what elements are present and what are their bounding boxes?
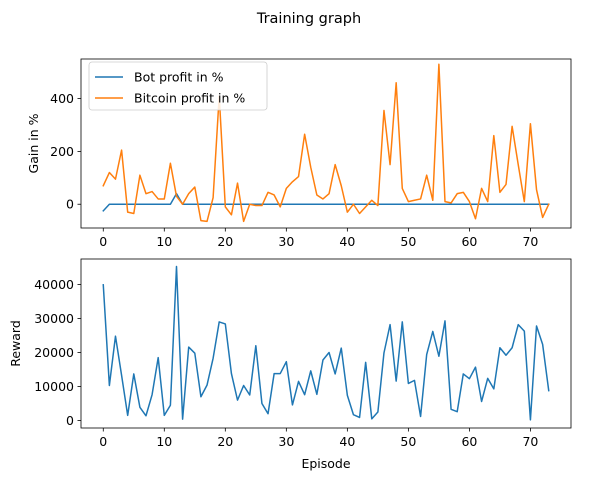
reward-axes-frame <box>80 258 572 429</box>
profit-y-ticks: 0 200 400 <box>50 91 81 212</box>
reward-y-axis-label: Reward <box>8 320 23 367</box>
x-tick-label: 70 <box>522 434 538 449</box>
y-tick-label: 20000 <box>34 345 74 360</box>
legend-label-bitcoin-profit: Bitcoin profit in % <box>134 91 245 106</box>
x-tick-label: 50 <box>400 234 416 249</box>
x-tick-label: 30 <box>278 234 294 249</box>
legend-box <box>88 61 268 111</box>
reward-axes: 0 10000 20000 30000 40000 0 10 20 30 40 50 60 70 Re… <box>8 258 572 471</box>
y-tick-label: 400 <box>50 91 74 106</box>
profit-y-axis-label: Gain in % <box>26 113 41 173</box>
x-tick-label: 60 <box>461 234 477 249</box>
x-tick-label: 10 <box>156 234 172 249</box>
y-tick-label: 200 <box>50 144 74 159</box>
legend: Bot profit in % Bitcoin profit in % <box>88 61 268 111</box>
profit-x-ticks: 0 10 20 30 40 50 60 70 <box>99 228 538 249</box>
y-tick-label: 40000 <box>34 277 74 292</box>
legend-label-bot-profit: Bot profit in % <box>134 70 224 85</box>
x-tick-label: 20 <box>217 234 233 249</box>
x-tick-label: 40 <box>339 434 355 449</box>
x-tick-label: 40 <box>339 234 355 249</box>
profit-axes: 0 200 400 0 10 20 30 40 50 60 70 Gain in % Bot pr… <box>26 58 572 249</box>
series-line-bot-profit-in <box>102 192 550 212</box>
reward-series-lines <box>102 265 550 421</box>
reward-x-ticks: 0 10 20 30 40 50 60 70 <box>99 428 538 449</box>
series-line-reward <box>102 265 550 421</box>
profit-axes-frame <box>80 58 572 229</box>
profit-series-lines <box>102 63 550 223</box>
x-tick-label: 0 <box>99 234 107 249</box>
reward-x-axis-label: Episode <box>301 456 350 471</box>
x-tick-label: 20 <box>217 434 233 449</box>
x-tick-label: 50 <box>400 434 416 449</box>
x-tick-label: 10 <box>156 434 172 449</box>
series-line-bitcoin-profit-in <box>102 63 550 223</box>
reward-y-ticks: 0 10000 20000 30000 40000 <box>34 277 81 428</box>
x-tick-label: 70 <box>522 234 538 249</box>
x-tick-label: 30 <box>278 434 294 449</box>
x-tick-label: 60 <box>461 434 477 449</box>
figure-title: Training graph <box>256 11 361 27</box>
y-tick-label: 0 <box>66 413 74 428</box>
x-tick-label: 0 <box>99 434 107 449</box>
y-tick-label: 0 <box>66 197 74 212</box>
y-tick-label: 30000 <box>34 311 74 326</box>
y-tick-label: 10000 <box>34 379 74 394</box>
